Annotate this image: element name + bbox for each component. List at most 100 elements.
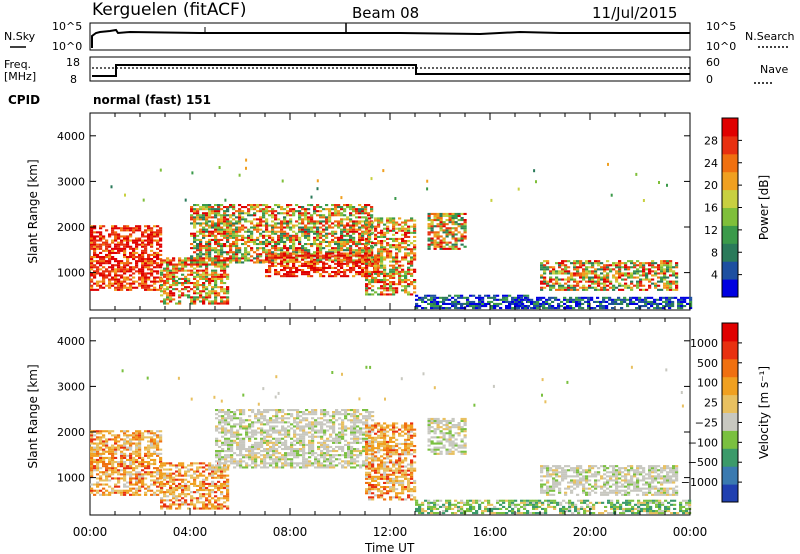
data-cell [196,222,200,225]
data-cell [656,298,660,301]
data-cell [292,258,296,261]
data-cell [117,251,121,254]
data-cell [184,259,188,262]
data-cell [666,288,670,291]
data-cell [190,206,194,209]
data-cell [370,208,374,211]
data-cell [289,275,293,278]
data-cell [301,228,305,231]
data-cell [256,253,260,256]
data-cell [380,246,384,249]
data-cell [686,302,690,305]
data-cell [413,225,417,228]
data-cell [526,307,530,310]
data-cell [383,268,387,271]
data-cell [117,444,121,447]
data-cell [256,230,260,233]
data-cell [448,229,452,232]
data-cell [123,266,127,269]
data-cell [129,256,133,259]
data-cell [442,247,446,250]
data-cell [543,276,547,279]
data-cell [395,237,399,240]
data-cell [141,264,145,267]
data-cell [666,260,670,263]
data-cell [196,247,200,250]
data-cell [230,415,234,418]
data-cell [208,466,212,469]
data-cell [141,243,145,246]
data-cell [620,302,624,305]
data-cell [117,227,121,230]
data-cell [289,220,293,223]
data-cell [600,276,604,279]
data-cell [407,227,411,230]
data-cell [274,210,278,213]
data-cell [310,216,314,219]
data-cell [436,217,440,220]
data-cell [558,288,562,291]
data-cell [493,298,497,301]
data-cell [349,255,353,258]
data-cell [150,430,154,433]
data-cell [597,262,601,265]
data-cell [533,169,536,173]
data-cell [361,234,365,237]
data-cell [361,273,365,276]
data-cell [166,505,170,508]
data-cell [382,169,385,173]
data-cell [337,220,341,223]
data-cell [169,476,173,479]
data-cell [184,466,188,469]
data-cell [166,265,170,268]
data-cell [463,223,467,226]
data-cell [404,246,408,249]
data-cell [549,286,553,289]
data-cell [389,283,393,286]
data-cell [221,429,225,432]
data-cell [199,245,203,248]
data-cell [147,272,151,275]
data-cell [232,222,236,225]
data-cell [552,286,556,289]
data-cell [454,247,458,250]
data-cell [211,482,215,485]
data-cell [627,286,631,289]
data-cell [110,185,113,189]
data-cell [524,298,528,301]
data-cell [141,465,145,468]
data-cell [214,495,218,498]
data-cell [250,226,254,229]
data-cell [129,477,133,480]
data-cell [175,282,179,285]
data-cell [313,206,317,209]
data-cell [96,450,100,453]
data-cell [380,281,384,284]
data-cell [135,243,139,246]
data-cell [187,263,191,266]
data-cell [96,260,100,263]
data-cell [205,277,209,280]
data-cell [549,278,553,281]
data-cell [178,472,182,475]
data-cell [111,471,115,474]
data-cell [635,302,639,305]
data-cell [153,440,157,443]
data-cell [123,467,127,470]
data-cell [132,483,136,486]
data-cell [245,448,249,451]
data-cell [96,444,100,447]
data-cell [543,266,547,269]
data-cell [178,294,182,297]
data-cell [247,245,251,248]
data-cell [187,296,191,299]
data-cell [214,302,218,305]
data-cell [202,204,206,207]
data-cell [689,305,693,308]
data-cell [114,461,118,464]
data-cell [454,233,458,236]
data-cell [669,262,673,265]
data-cell [156,253,160,256]
data-cell [609,280,613,283]
data-cell [253,261,257,264]
